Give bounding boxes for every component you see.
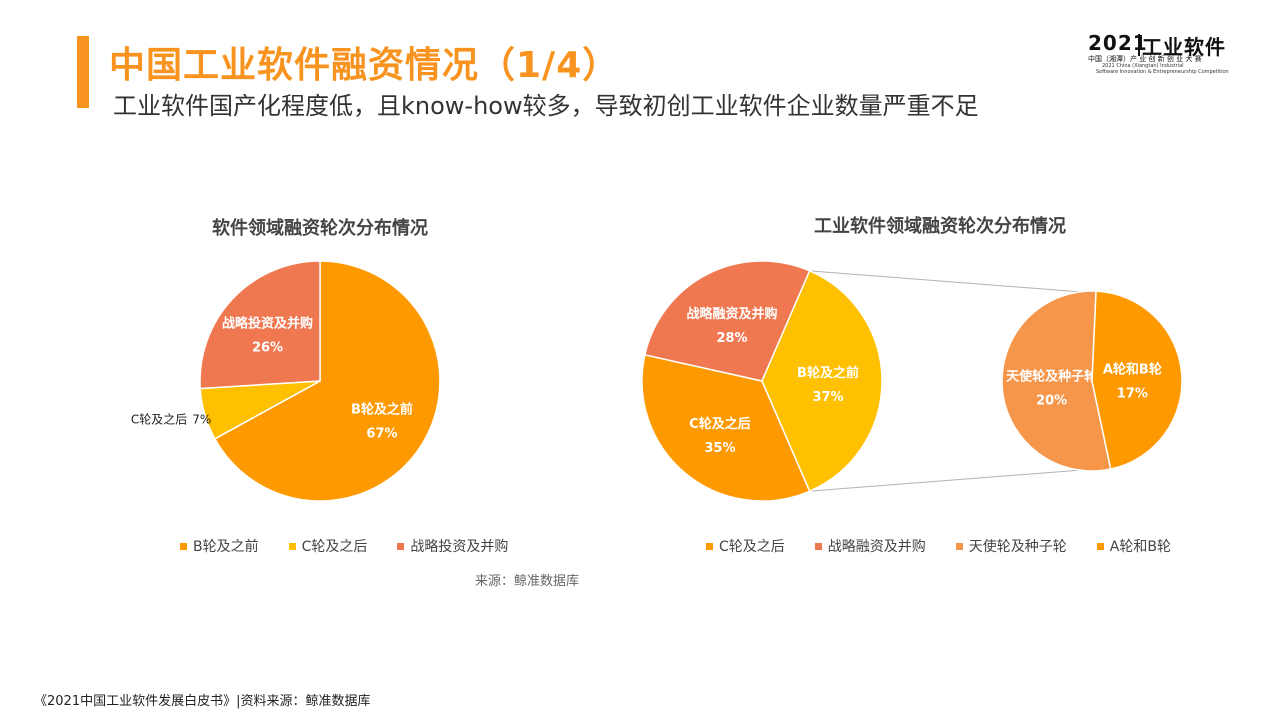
chart2-secondary-slice-0 — [1001, 290, 1112, 472]
page-subtitle: 工业软件国产化程度低，且know-how较多，导致初创工业软件企业数量严重不足 — [113, 92, 979, 120]
chart2-secondary-value-1: 17% — [1117, 387, 1148, 402]
chart2-legend-item-0: C轮及之后 — [706, 536, 785, 556]
chart1-legend-swatch-1 — [288, 542, 296, 550]
chart1-title: 软件领域融资轮次分布情况 — [212, 218, 428, 239]
chart2-label-2: B轮及之前 — [797, 365, 859, 381]
logo-line2: 2021 China (Xiangtan) Industrial — [1102, 63, 1184, 69]
logo-line1: 中国（湘潭）产 业 创 新 创 业 大 赛 — [1088, 55, 1202, 63]
chart2-value-0: 35% — [704, 441, 735, 456]
logo-year: 2021 — [1088, 31, 1148, 55]
chart2-connector-top — [809, 270, 1083, 293]
chart2-legend-item-1: 战略融资及并购 — [814, 536, 926, 556]
chart1-label-1: C轮及之后 — [131, 412, 187, 426]
chart2-legend-label-0: C轮及之后 — [719, 539, 785, 555]
chart2-connector-bottom — [809, 469, 1083, 492]
chart1-label-0: B轮及之前 — [351, 402, 413, 418]
chart2-legend-swatch-1 — [814, 542, 822, 550]
chart2-secondary-slice-1 — [1091, 290, 1183, 470]
chart1-legend-swatch-0 — [180, 542, 187, 550]
chart1-legend-item-2: 战略投资及并购 — [397, 536, 508, 556]
chart1-value-0: 67% — [366, 427, 397, 442]
chart2-legend-swatch-2 — [955, 542, 963, 550]
chart1-legend-label-2: 战略投资及并购 — [410, 539, 509, 555]
chart1-value-1: 7% — [192, 412, 211, 426]
chart1-legend-label-0: B轮及之前 — [193, 539, 259, 555]
chart2-legend-item-3: A轮和B轮 — [1096, 536, 1171, 556]
chart2-slice-1 — [643, 260, 811, 382]
chart2-secondary-value-0: 20% — [1036, 393, 1067, 408]
chart1-legend-label-1: C轮及之后 — [301, 539, 368, 555]
chart1-slice-0 — [213, 260, 441, 502]
logo-line3: Software Innovation & Entrepreneurship C… — [1096, 69, 1229, 75]
chart1-value-2: 26% — [252, 341, 283, 356]
chart2-slice-2 — [761, 269, 883, 493]
chart2-secondary-label-1: A轮和B轮 — [1103, 362, 1162, 378]
title-accent-bar — [77, 36, 89, 108]
chart2-legend-label-1: 战略融资及并购 — [827, 539, 926, 555]
competition-logo: 2021 工业软件 中国（湘潭）产 业 创 新 创 业 大 赛 2021 Chi… — [1088, 31, 1238, 76]
chart1-slice-2 — [199, 260, 321, 390]
chart2-legend: C轮及之后 战略融资及并购 天使轮及种子轮 A轮和B轮 — [706, 536, 1201, 556]
source-note: 来源：鲸准数据库 — [475, 574, 580, 589]
chart1-label-2: 战略投资及并购 — [222, 316, 313, 332]
chart2-label-1: 战略融资及并购 — [687, 306, 778, 322]
chart1-legend-swatch-2 — [397, 542, 405, 550]
chart1-legend-item-1: C轮及之后 — [288, 536, 368, 556]
chart2-label-0: C轮及之后 — [689, 416, 751, 432]
footer-note: 《2021中国工业软件发展白皮书》|资料来源：鲸准数据库 — [34, 694, 371, 709]
page-title: 中国工业软件融资情况（1/4） — [109, 45, 620, 86]
logo-divider — [1138, 34, 1140, 56]
chart2-value-2: 37% — [812, 390, 843, 405]
chart2-title: 工业软件领域融资轮次分布情况 — [814, 216, 1066, 237]
chart2-slice-0 — [641, 353, 811, 502]
chart2-legend-label-3: A轮和B轮 — [1109, 539, 1171, 555]
chart2-legend-item-2: 天使轮及种子轮 — [955, 536, 1067, 556]
chart2-secondary-label-0: 天使轮及种子轮 — [1006, 368, 1097, 384]
chart2-legend-swatch-3 — [1096, 542, 1104, 550]
chart2-legend-label-2: 天使轮及种子轮 — [968, 539, 1067, 555]
logo-name: 工业软件 — [1142, 35, 1226, 59]
chart2-value-1: 28% — [716, 331, 747, 346]
chart1-legend: B轮及之前 C轮及之后 战略投资及并购 — [180, 536, 538, 556]
chart2-legend-swatch-0 — [706, 542, 713, 550]
chart1-legend-item-0: B轮及之前 — [180, 536, 259, 556]
